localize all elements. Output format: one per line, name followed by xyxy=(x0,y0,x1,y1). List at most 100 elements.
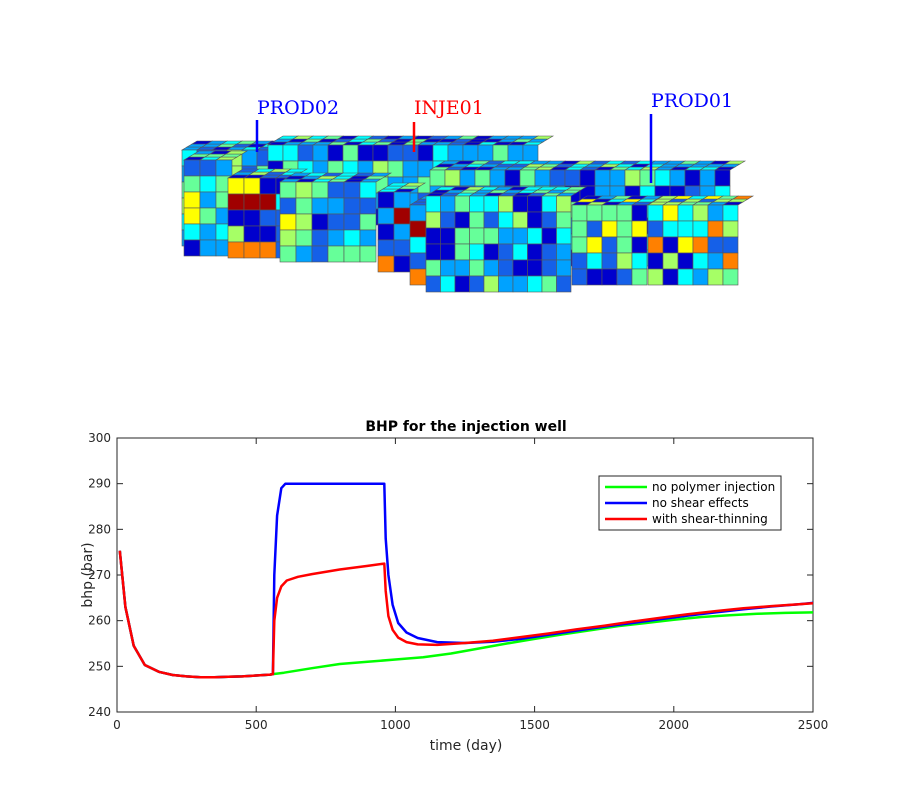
grid-cell xyxy=(483,275,499,293)
grid-cell xyxy=(327,181,345,199)
grid-cell xyxy=(199,159,217,177)
grid-cell xyxy=(297,144,314,162)
grid-cell xyxy=(483,243,499,261)
grid-cell xyxy=(343,229,361,247)
grid-cell xyxy=(199,191,217,209)
grid-cell xyxy=(489,169,506,187)
grid-cell xyxy=(692,252,709,270)
grid-top-face xyxy=(731,195,755,200)
grid-cell xyxy=(483,259,499,277)
grid-cell xyxy=(586,268,603,286)
grid-top-face xyxy=(284,168,309,173)
grid-cell xyxy=(692,204,709,222)
grid-cell xyxy=(282,144,299,162)
grid-cell xyxy=(507,144,524,162)
grid-cell xyxy=(243,241,261,259)
bhp-chart: 0 500 1000 1500 2000 2500 240 250 260 270 280 290 30… xyxy=(80,419,828,754)
grid-cell xyxy=(227,225,245,243)
grid-cell xyxy=(454,227,470,245)
grid-cell xyxy=(512,243,528,261)
grid-cell xyxy=(571,204,588,222)
grid-cell xyxy=(662,220,679,238)
legend-label-shear-thinning: with shear-thinning xyxy=(652,512,768,526)
grid-cell xyxy=(541,211,557,229)
grid-cell xyxy=(425,259,441,277)
well-inje01-label: INJE01 xyxy=(414,97,484,119)
grid-cell xyxy=(259,241,277,259)
y-axis-label: bhp (bar) xyxy=(80,542,96,607)
grid-cell xyxy=(722,220,739,238)
grid-cell xyxy=(327,245,345,263)
grid-cell xyxy=(440,227,456,245)
grid-cell xyxy=(662,252,679,270)
grid-cell xyxy=(259,209,277,227)
grid-cell xyxy=(571,252,588,270)
grid-cell xyxy=(579,169,596,187)
x-tick-label: 500 xyxy=(245,718,268,732)
grid-cell xyxy=(387,160,404,178)
grid-cell xyxy=(556,195,572,213)
grid-cell xyxy=(183,191,201,209)
grid-cell xyxy=(707,268,724,286)
grid-cell xyxy=(377,255,395,273)
grid-top-face xyxy=(565,186,588,191)
grid-cell xyxy=(512,211,528,229)
grid-cell xyxy=(519,169,536,187)
axis-ticks: 0 500 1000 1500 2000 2500 240 250 260 270 280 290 30… xyxy=(88,431,828,732)
grid-cell xyxy=(662,204,679,222)
grid-cell xyxy=(541,275,557,293)
grid-cell xyxy=(343,181,361,199)
grid-cell xyxy=(639,169,656,187)
grid-cell xyxy=(571,220,588,238)
grid-cell xyxy=(454,195,470,213)
grid-cell xyxy=(601,252,618,270)
grid-cell xyxy=(311,181,329,199)
x-tick-label: 2500 xyxy=(798,718,829,732)
grid-cell xyxy=(512,275,528,293)
grid-cell xyxy=(227,177,245,195)
grid-cell xyxy=(243,209,261,227)
grid-cell xyxy=(601,204,618,222)
grid-block-f xyxy=(424,186,588,293)
grid-cell xyxy=(616,268,633,286)
grid-cell xyxy=(527,227,543,245)
grid-cell xyxy=(647,236,664,254)
grid-cell xyxy=(372,144,389,162)
grid-cell xyxy=(267,144,284,162)
grid-cell xyxy=(571,236,588,254)
grid-cell xyxy=(483,211,499,229)
grid-block-h xyxy=(646,195,755,286)
grid-cell xyxy=(647,268,664,286)
grid-cell xyxy=(677,236,694,254)
grid-cell xyxy=(492,144,509,162)
grid-cell xyxy=(359,197,377,215)
grid-cell xyxy=(512,227,528,245)
grid-cell xyxy=(722,268,739,286)
grid-cell xyxy=(616,252,633,270)
grid-cell xyxy=(377,191,395,209)
grid-cell xyxy=(295,197,313,215)
grid-cell xyxy=(498,195,514,213)
grid-cell xyxy=(199,175,217,193)
grid-cell xyxy=(183,223,201,241)
x-tick-label: 0 xyxy=(113,718,121,732)
grid-cell xyxy=(469,259,485,277)
grid-cell xyxy=(512,195,528,213)
grid-cell xyxy=(425,275,441,293)
grid-cell xyxy=(425,243,441,261)
grid-cell xyxy=(556,259,572,277)
grid-cell xyxy=(527,259,543,277)
grid-cell xyxy=(631,204,648,222)
grid-cell xyxy=(669,169,686,187)
grid-cell xyxy=(377,207,395,225)
grid-cell xyxy=(469,275,485,293)
y-tick-label: 290 xyxy=(88,477,111,491)
grid-cell xyxy=(311,229,329,247)
grid-cell xyxy=(199,239,217,257)
grid-cell xyxy=(227,241,245,259)
grid-cell xyxy=(601,268,618,286)
grid-cell xyxy=(342,144,359,162)
grid-cell xyxy=(469,195,485,213)
grid-cell xyxy=(512,259,528,277)
